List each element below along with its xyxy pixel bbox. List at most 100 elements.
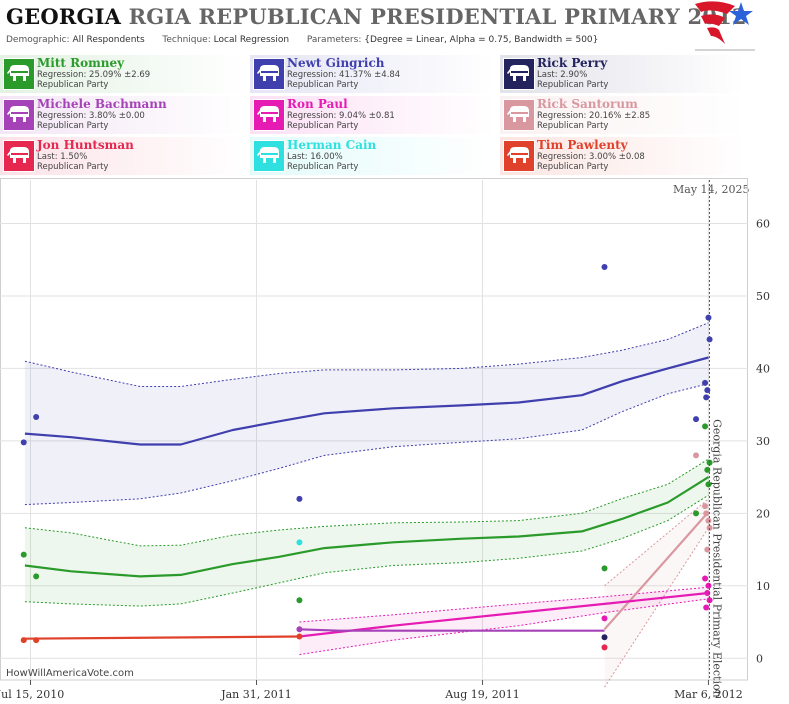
election-label: Georgia Republican Presidential Primary …: [710, 419, 723, 698]
title-state: GEORGIA: [6, 4, 122, 29]
legend-stat: Regression: 3.80% ±0.00: [37, 111, 145, 121]
confidence-bands: [24, 322, 709, 688]
y-tick-label: 60: [756, 217, 770, 230]
poll-point: [296, 539, 303, 546]
legend-stat: Last: 16.00%: [287, 152, 343, 162]
technique-value: Local Regression: [213, 35, 290, 45]
lower-bound-line: [299, 598, 709, 656]
legend-party: Republican Party: [37, 162, 109, 172]
lower-bound-line: [24, 383, 709, 506]
legend-name: Herman Cain: [287, 138, 377, 152]
star-flag-logo-icon: [695, 1, 755, 51]
legend-party: Republican Party: [287, 80, 359, 90]
plot-frame: [0, 178, 748, 681]
poll-point: [704, 546, 711, 553]
upper-bound-line: [604, 498, 709, 587]
today-date-label: May 14, 2025: [673, 183, 750, 196]
poll-point: [703, 510, 710, 517]
elephant-icon: [3, 140, 35, 172]
trend-line: [299, 591, 709, 638]
poll-point: [33, 637, 40, 644]
poll-point: [296, 495, 303, 502]
legend-stat: Regression: 20.16% ±2.85: [537, 111, 651, 121]
legend-name: Tim Pawlenty: [537, 138, 628, 152]
poll-point: [706, 524, 713, 531]
legend-item: Mitt Romney Regression: 25.09% ±2.69 Repub…: [0, 55, 245, 93]
trend-line: [299, 628, 605, 632]
demographic-value: All Respondents: [72, 35, 145, 45]
legend-name: Jon Huntsman: [37, 138, 134, 152]
upper-bound-line: [24, 458, 709, 547]
x-tick-label: Jan 31, 2011: [220, 688, 292, 701]
trend-line: [24, 356, 709, 446]
legend-stat: Regression: 41.37% ±4.84: [287, 70, 401, 80]
legend-name: Michele Bachmann: [37, 97, 167, 111]
poll-point: [693, 510, 700, 517]
poll-point: [693, 416, 700, 423]
y-tick-label: 50: [756, 290, 770, 303]
poll-point: [705, 517, 712, 524]
legend-party: Republican Party: [37, 121, 109, 131]
legend-stat: Regression: 9.04% ±0.81: [287, 111, 395, 121]
confidence-band: [604, 498, 709, 688]
x-tick-label: Aug 19, 2011: [444, 688, 520, 701]
header: GEORGIA RGIA REPUBLICAN PRESIDENTIAL PRI…: [0, 0, 789, 52]
poll-point: [703, 394, 710, 401]
title-text: RGIA REPUBLICAN PRESIDENTIAL PRIMARY: [128, 4, 680, 29]
poll-point: [601, 263, 608, 270]
parameters-bar: Demographic: All Respondents Technique: …: [6, 35, 598, 45]
legend-item: Newt Gingrich Regression: 41.37% ±4.84 Rep…: [250, 55, 495, 93]
elephant-icon: [253, 140, 285, 172]
legend-name: Rick Santorum: [537, 97, 638, 111]
elephant-icon: [503, 99, 535, 131]
poll-point: [706, 459, 713, 466]
x-tick-label: Jul 15, 2010: [0, 688, 64, 701]
legend-stat: Last: 1.50%: [37, 152, 88, 162]
poll-point: [705, 314, 712, 321]
elephant-icon: [3, 99, 35, 131]
confidence-band: [24, 459, 709, 607]
poll-point: [296, 633, 303, 640]
poll-point: [601, 565, 608, 572]
y-tick-label: 40: [756, 362, 770, 375]
poll-point: [601, 644, 608, 651]
poll-point: [296, 597, 303, 604]
trend-lines: [23, 356, 710, 640]
technique-label: Technique:: [162, 35, 211, 45]
poll-point: [20, 439, 27, 446]
poll-point: [702, 503, 709, 510]
legend-item: Rick Perry Last: 2.90% Republican Party: [500, 55, 745, 93]
poll-point: [702, 575, 709, 582]
poll-point: [601, 615, 608, 622]
poll-point: [693, 452, 700, 459]
elephant-icon: [253, 99, 285, 131]
candidate-legend: Mitt Romney Regression: 25.09% ±2.69 Repub…: [0, 55, 760, 175]
chart-axes: 0 10 20 30 40 50 60 Jul 15, 2010 Jan 31, 2011 Aug…: [0, 180, 770, 701]
legend-item: Herman Cain Last: 16.00% Republican Party: [250, 137, 495, 175]
legend-name: Ron Paul: [287, 97, 348, 111]
legend-name: Newt Gingrich: [287, 56, 385, 70]
polling-chart: 0 10 20 30 40 50 60 Jul 15, 2010 Jan 31, 2011 Aug…: [0, 178, 770, 701]
x-tick-label: Mar 6, 2012: [674, 688, 743, 701]
poll-point: [704, 590, 711, 597]
legend-party: Republican Party: [537, 80, 609, 90]
poll-point: [33, 413, 40, 420]
poll-point: [702, 423, 709, 430]
legend-item: Rick Santorum Regression: 20.16% ±2.85 Rep…: [500, 96, 745, 134]
legend-stat: Regression: 25.09% ±2.69: [37, 70, 151, 80]
trend-line: [24, 476, 710, 578]
poll-point: [601, 634, 608, 641]
legend-party: Republican Party: [537, 162, 609, 172]
trend-line: [603, 511, 710, 631]
poll-point: [706, 336, 713, 343]
lower-bound-line: [24, 494, 709, 607]
legend-party: Republican Party: [287, 121, 359, 131]
legend-party: Republican Party: [287, 162, 359, 172]
legend-party: Republican Party: [37, 80, 109, 90]
parameters-value: {Degree = Linear, Alpha = 0.75, Bandwidt…: [364, 35, 599, 45]
poll-point: [703, 604, 710, 611]
legend-item: Michele Bachmann Regression: 3.80% ±0.00 R…: [0, 96, 245, 134]
legend-item: Ron Paul Regression: 9.04% ±0.81 Republica…: [250, 96, 495, 134]
legend-name: Mitt Romney: [37, 56, 125, 70]
y-tick-label: 20: [756, 507, 770, 520]
